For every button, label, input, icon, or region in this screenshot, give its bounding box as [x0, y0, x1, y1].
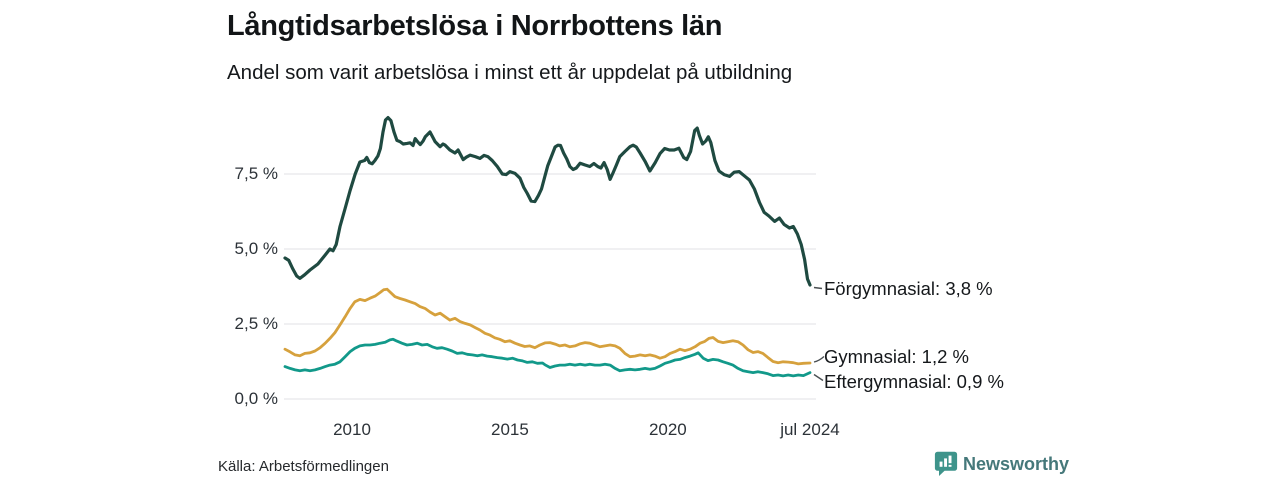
series-line-eftergymnasial [283, 337, 812, 378]
leader-dash-eftergymnasial [813, 373, 824, 382]
x-axis-tick-2015: 2015 [491, 420, 529, 439]
series-line-gymnasial [283, 287, 812, 366]
series-end-label-gymnasial: Gymnasial: 1,2 % [824, 346, 969, 367]
y-axis-tick-0-0: 0,0 % [234, 389, 278, 408]
newsworthy-logo-icon [934, 451, 958, 476]
y-axis-tick-7-5: 7,5 % [234, 164, 278, 183]
leader-dash-gymnasial [813, 355, 825, 363]
series-end-label-forgymnasial: Förgymnasial: 3,8 % [824, 278, 993, 299]
y-axis-tick-2-5: 2,5 % [234, 314, 278, 333]
leader-dash-forgymnasial [813, 286, 823, 290]
page-title: Långtidsarbetslösa i Norrbottens län [227, 10, 723, 42]
newsworthy-logo-text: Newsworthy [963, 454, 1070, 474]
series-end-label-eftergymnasial: Eftergymnasial: 0,9 % [824, 371, 1004, 392]
series-line-forgymnasial [283, 115, 812, 287]
x-axis-tick-2010: 2010 [333, 420, 371, 439]
y-axis-tick-5-0: 5,0 % [234, 239, 278, 258]
x-axis-tick-2020: 2020 [648, 420, 687, 439]
source-note: Källa: Arbetsförmedlingen [218, 458, 389, 475]
x-axis-tick-jul-2024: jul 2024 [780, 420, 840, 439]
page-subtitle: Andel som varit arbetslösa i minst ett å… [227, 61, 793, 84]
